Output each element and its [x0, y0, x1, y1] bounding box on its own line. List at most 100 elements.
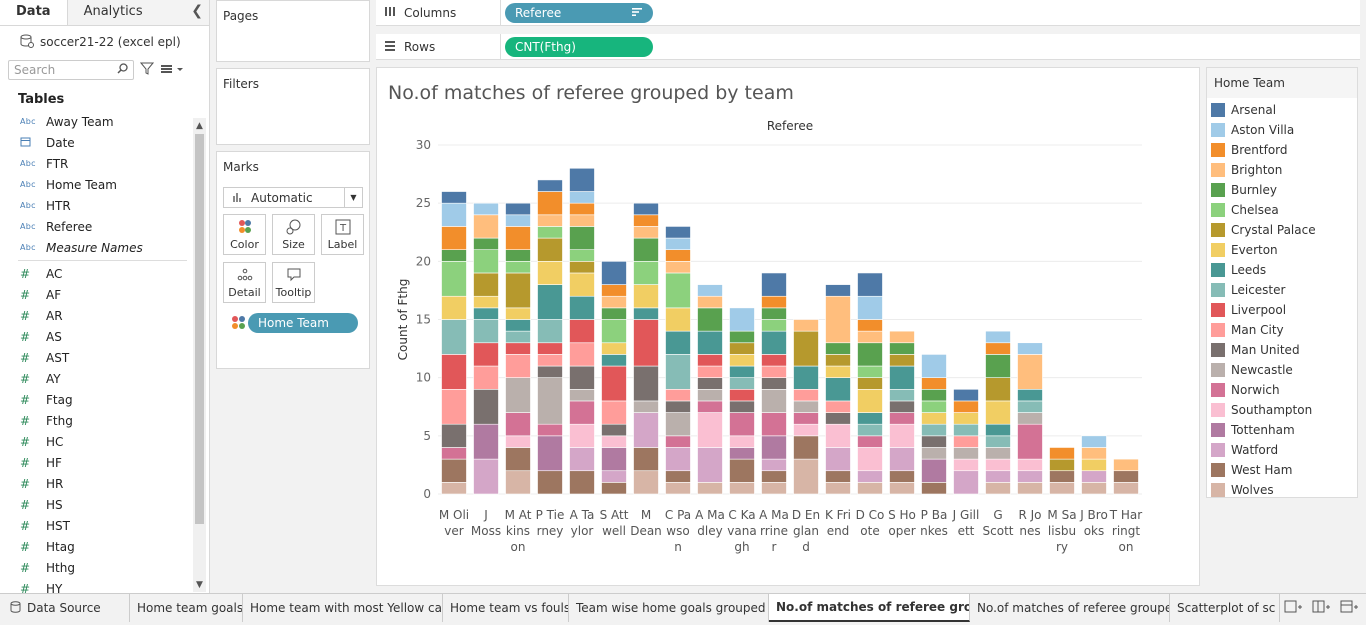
dimension-field[interactable]: Abc Measure Names: [0, 237, 209, 258]
legend-item[interactable]: Southampton: [1207, 400, 1357, 420]
sheet-tab[interactable]: No.of matches of referee groupe...: [970, 594, 1170, 622]
bar-segment: [1081, 470, 1107, 483]
legend-item[interactable]: Watford: [1207, 440, 1357, 460]
sheet-tab[interactable]: Home team goals: [130, 594, 243, 622]
bar-segment: [761, 388, 787, 413]
tooltip-button[interactable]: Tooltip: [272, 262, 315, 303]
legend-item[interactable]: Burnley: [1207, 180, 1357, 200]
legend-item[interactable]: Man City: [1207, 320, 1357, 340]
x-tick-label: M Sa: [1047, 508, 1076, 522]
legend-item[interactable]: Arsenal: [1207, 100, 1357, 120]
color-legend: Home Team Arsenal Aston Villa Brentford Bri…: [1206, 67, 1358, 498]
dimension-field[interactable]: Abc FTR: [0, 153, 209, 174]
bar-segment: [633, 284, 659, 309]
rows-icon: [384, 40, 396, 54]
dimension-field[interactable]: Abc Away Team: [0, 111, 209, 132]
sheet-tab[interactable]: Team wise home goals grouped ...: [569, 594, 769, 622]
mark-type-select[interactable]: Automatic ▼: [223, 187, 363, 208]
legend-item[interactable]: Crystal Palace: [1207, 220, 1357, 240]
tab-analytics[interactable]: Analytics: [66, 0, 209, 25]
legend-item[interactable]: Liverpool: [1207, 300, 1357, 320]
new-worksheet-icon[interactable]: [1284, 599, 1302, 625]
calendar-icon: [0, 136, 46, 149]
measure-field[interactable]: # HST: [0, 515, 209, 536]
label-button[interactable]: T Label: [321, 214, 364, 255]
legend-item[interactable]: Tottenham: [1207, 420, 1357, 440]
measure-field[interactable]: # HR: [0, 473, 209, 494]
filter-icon[interactable]: [139, 62, 155, 78]
dimension-field[interactable]: Abc Referee: [0, 216, 209, 237]
legend-item[interactable]: Man United: [1207, 340, 1357, 360]
legend-item[interactable]: Aston Villa: [1207, 120, 1357, 140]
size-button[interactable]: Size: [272, 214, 315, 255]
scrollbar-thumb[interactable]: [195, 134, 204, 524]
bar-segment: [601, 284, 627, 297]
measure-field[interactable]: # AF: [0, 284, 209, 305]
view-options-icon[interactable]: [160, 63, 184, 78]
bar-segment: [601, 365, 627, 402]
sort-descending-icon[interactable]: [631, 6, 643, 20]
sheet-tab[interactable]: Home team vs fouls: [443, 594, 569, 622]
bar-segment: [441, 447, 467, 460]
legend-item[interactable]: Newcastle: [1207, 360, 1357, 380]
scroll-up-icon[interactable]: ▲: [196, 121, 203, 131]
legend-item[interactable]: Norwich: [1207, 380, 1357, 400]
legend-item[interactable]: Chelsea: [1207, 200, 1357, 220]
bar-segment: [473, 249, 499, 274]
color-button[interactable]: Color: [223, 214, 266, 255]
tab-data[interactable]: Data: [0, 0, 67, 25]
sheet-tab[interactable]: No.of matches of referee grou...: [769, 594, 970, 622]
measure-field[interactable]: # AST: [0, 347, 209, 368]
legend-item[interactable]: Brighton: [1207, 160, 1357, 180]
measure-field[interactable]: # AC: [0, 263, 209, 284]
collapse-pane-icon[interactable]: ❮: [191, 3, 203, 19]
measure-field[interactable]: # HF: [0, 452, 209, 473]
field-name: AC: [46, 266, 63, 281]
chart-title: No.of matches of referee grouped by team: [388, 82, 794, 104]
legend-item[interactable]: Leicester: [1207, 280, 1357, 300]
sheet-tab[interactable]: Home team with most Yellow ca...: [243, 594, 443, 622]
bar-segment: [569, 319, 595, 344]
legend-item[interactable]: Leeds: [1207, 260, 1357, 280]
detail-button[interactable]: Detail: [223, 262, 266, 303]
legend-label: Brentford: [1231, 143, 1288, 157]
svg-text:T: T: [339, 223, 347, 234]
pages-card[interactable]: Pages: [216, 0, 370, 62]
dimension-field[interactable]: Abc Home Team: [0, 174, 209, 195]
data-source-tab[interactable]: Data Source: [0, 594, 130, 622]
measure-field[interactable]: # AY: [0, 368, 209, 389]
scroll-down-icon[interactable]: ▼: [196, 580, 203, 590]
dimension-field[interactable]: Abc HTR: [0, 195, 209, 216]
fields-scrollbar[interactable]: ▲ ▼: [193, 118, 206, 592]
measure-field[interactable]: # HY: [0, 578, 209, 599]
sheet-tab[interactable]: Scatterplot of sc: [1170, 594, 1280, 622]
measure-field[interactable]: # Fthg: [0, 410, 209, 431]
legend-item[interactable]: Wolves: [1207, 480, 1357, 500]
measure-field[interactable]: # HS: [0, 494, 209, 515]
search-input[interactable]: Search: [8, 60, 134, 80]
bar-segment: [889, 482, 915, 495]
home-team-color-pill[interactable]: Home Team: [248, 313, 358, 333]
number-type-icon: #: [20, 266, 31, 281]
filters-card[interactable]: Filters: [216, 68, 370, 145]
cnt-fthg-row-pill[interactable]: CNT(Fthg): [505, 36, 653, 57]
bar-segment: [761, 482, 787, 495]
x-tick-label: A Ma: [695, 508, 725, 522]
measure-field[interactable]: # AS: [0, 326, 209, 347]
bar-segment: [633, 307, 659, 320]
new-dashboard-icon[interactable]: [1312, 599, 1330, 625]
datasource-item[interactable]: soccer21-22 (excel epl): [0, 26, 209, 52]
measure-field[interactable]: # Htag: [0, 536, 209, 557]
measure-field[interactable]: # HC: [0, 431, 209, 452]
measure-field[interactable]: # Ftag: [0, 389, 209, 410]
referee-column-pill[interactable]: Referee: [505, 2, 653, 23]
x-tick-label: ry: [1056, 540, 1068, 554]
dropdown-chevron-icon[interactable]: ▼: [344, 188, 362, 207]
measure-field[interactable]: # AR: [0, 305, 209, 326]
measure-field[interactable]: # Hthg: [0, 557, 209, 578]
legend-item[interactable]: Everton: [1207, 240, 1357, 260]
legend-item[interactable]: West Ham: [1207, 460, 1357, 480]
new-story-icon[interactable]: [1340, 599, 1358, 625]
legend-item[interactable]: Brentford: [1207, 140, 1357, 160]
dimension-field[interactable]: Date: [0, 132, 209, 153]
